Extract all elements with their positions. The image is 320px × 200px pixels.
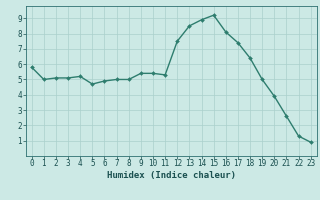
X-axis label: Humidex (Indice chaleur): Humidex (Indice chaleur)	[107, 171, 236, 180]
